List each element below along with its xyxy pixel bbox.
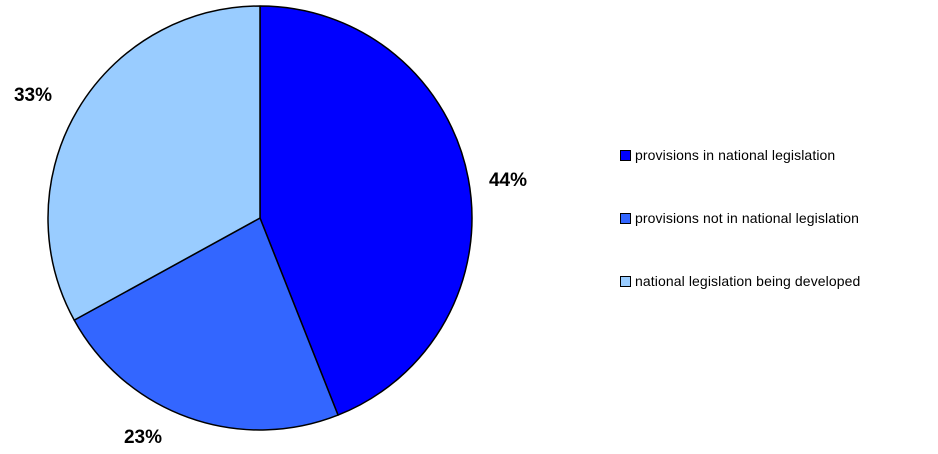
legend-label: provisions in national legislation — [635, 147, 836, 163]
legend-label: national legislation being developed — [635, 273, 861, 289]
pie-chart-svg: 44% 23% 33% — [14, 5, 527, 448]
pie-slice-1 — [259, 5, 473, 416]
slice-value-label: 23% — [124, 427, 162, 448]
legend-swatch — [620, 212, 631, 224]
legend: provisions in national legislation provi… — [620, 145, 938, 334]
legend-item-provisions-in-national-legislation: provisions in national legislation — [620, 145, 938, 165]
legend-label: provisions not in national legislation — [635, 210, 860, 226]
legend-swatch — [620, 275, 631, 287]
legend-swatch — [620, 149, 631, 161]
slice-value-label: 44% — [489, 170, 527, 191]
pie-slice-3 — [47, 5, 261, 321]
legend-item-national-legislation-being-developed: national legislation being developed — [620, 271, 938, 291]
pie-chart: 44% 23% 33% — [14, 5, 527, 448]
slice-value-label: 33% — [14, 85, 52, 106]
pie-slice-2 — [73, 217, 339, 431]
legend-item-provisions-not-in-national-legislation: provisions not in national legislation — [620, 208, 938, 228]
